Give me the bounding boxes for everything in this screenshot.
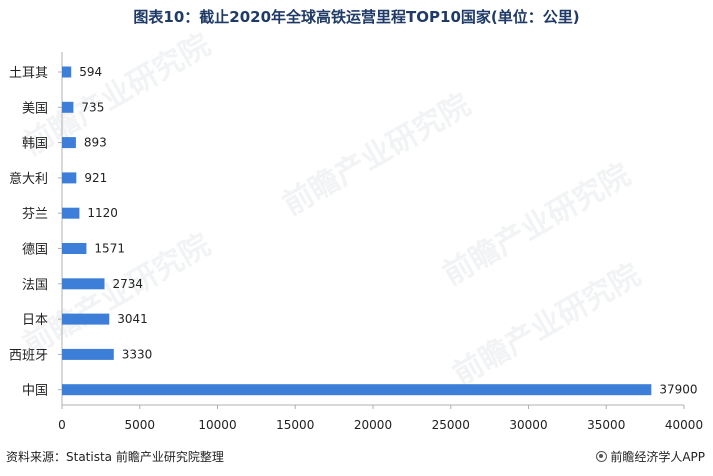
chart-title: 图表10：截止2020年全球高铁运营里程TOP10国家(单位：公里)	[133, 8, 580, 26]
category-label-0: 土耳其	[9, 66, 48, 81]
category-label-3: 意大利	[9, 171, 48, 187]
value-label-7: 3041	[117, 312, 148, 326]
bar-4	[62, 207, 80, 219]
x-tick-label-3: 15000	[276, 418, 314, 432]
bar-8	[62, 348, 114, 360]
x-tick-label-5: 25000	[432, 418, 470, 432]
x-tick-label-8: 40000	[665, 418, 703, 432]
category-label-1: 美国	[22, 101, 48, 116]
bar-7	[62, 313, 110, 325]
x-tick-label-1: 5000	[124, 418, 155, 432]
category-label-5: 德国	[22, 243, 48, 258]
value-label-0: 594	[79, 65, 102, 79]
value-label-8: 3330	[122, 347, 153, 361]
bar-6	[62, 278, 105, 290]
bar-0	[62, 66, 72, 78]
value-label-4: 1120	[87, 206, 118, 220]
footer-brand: 前瞻经济学人APP	[596, 448, 705, 465]
category-label-4: 芬兰	[22, 207, 48, 222]
value-label-6: 2734	[113, 277, 144, 291]
source-note: 资料来源：Statista 前瞻产业研究院整理	[6, 450, 224, 464]
category-label-9: 中国	[22, 384, 48, 399]
value-label-2: 893	[84, 136, 107, 150]
value-label-5: 1571	[94, 242, 125, 256]
x-tick-label-0: 0	[58, 418, 66, 432]
value-label-1: 735	[81, 100, 104, 114]
value-label-9: 37900	[659, 383, 697, 397]
bar-2	[62, 137, 76, 149]
bar-5	[62, 243, 87, 254]
x-tick-label-6: 30000	[509, 418, 547, 432]
x-tick-label-2: 10000	[198, 418, 236, 432]
bar-1	[62, 101, 74, 113]
bar-chart: 土耳其 594 美国 735 韩国 893 意大利 921 芬兰 1120 德国 1571 法国 2734…	[9, 52, 703, 432]
category-label-6: 法国	[22, 278, 48, 293]
category-label-8: 西班牙	[9, 348, 48, 363]
bar-9	[62, 384, 652, 396]
x-tick-label-4: 20000	[354, 418, 392, 432]
category-label-2: 韩国	[22, 137, 48, 152]
value-label-3: 921	[84, 171, 107, 185]
x-tick-label-7: 35000	[587, 418, 625, 432]
category-label-7: 日本	[22, 313, 48, 328]
brand-logo-icon	[596, 451, 608, 462]
brand-name: 前瞻经济学人APP	[610, 450, 705, 464]
bar-3	[62, 172, 77, 184]
